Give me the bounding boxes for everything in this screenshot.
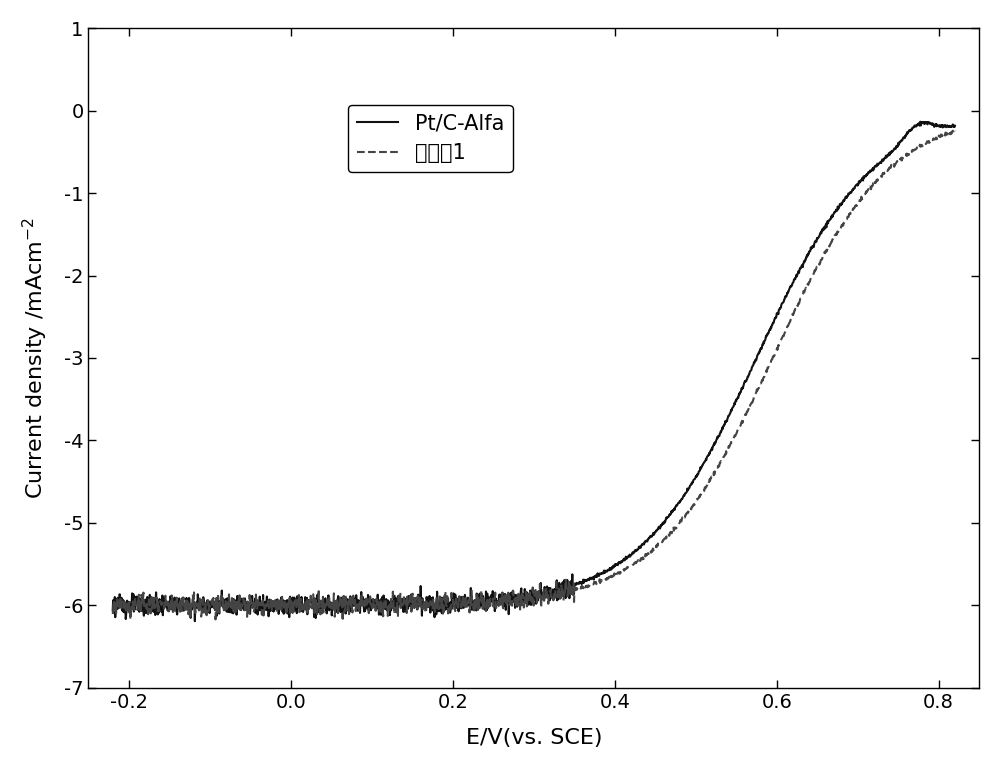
Pt/C-Alfa <box>189 617 201 626</box>
Pt/C-Alfa <box>925 119 937 128</box>
Pt/C-Alfa <box>107 606 119 615</box>
实施例1 <box>949 127 961 136</box>
实施例1 <box>107 609 119 618</box>
实施例1 <box>924 136 936 145</box>
实施例1 <box>494 594 506 603</box>
Pt/C-Alfa <box>770 313 782 322</box>
Line: 实施例1: 实施例1 <box>113 130 955 621</box>
Y-axis label: Current density /mAcm$^{-2}$: Current density /mAcm$^{-2}$ <box>21 217 50 499</box>
Pt/C-Alfa <box>914 117 926 126</box>
Legend: Pt/C-Alfa, 实施例1: Pt/C-Alfa, 实施例1 <box>348 105 513 171</box>
实施例1 <box>517 593 529 602</box>
Pt/C-Alfa <box>517 598 529 607</box>
实施例1 <box>925 137 937 146</box>
实施例1 <box>150 598 162 608</box>
实施例1 <box>124 616 136 625</box>
实施例1 <box>948 125 960 135</box>
Pt/C-Alfa <box>925 119 937 128</box>
X-axis label: E/V(vs. SCE): E/V(vs. SCE) <box>466 728 602 748</box>
Pt/C-Alfa <box>949 121 961 130</box>
Pt/C-Alfa <box>494 593 506 602</box>
实施例1 <box>770 347 782 356</box>
Line: Pt/C-Alfa: Pt/C-Alfa <box>113 122 955 621</box>
Pt/C-Alfa <box>150 597 162 606</box>
